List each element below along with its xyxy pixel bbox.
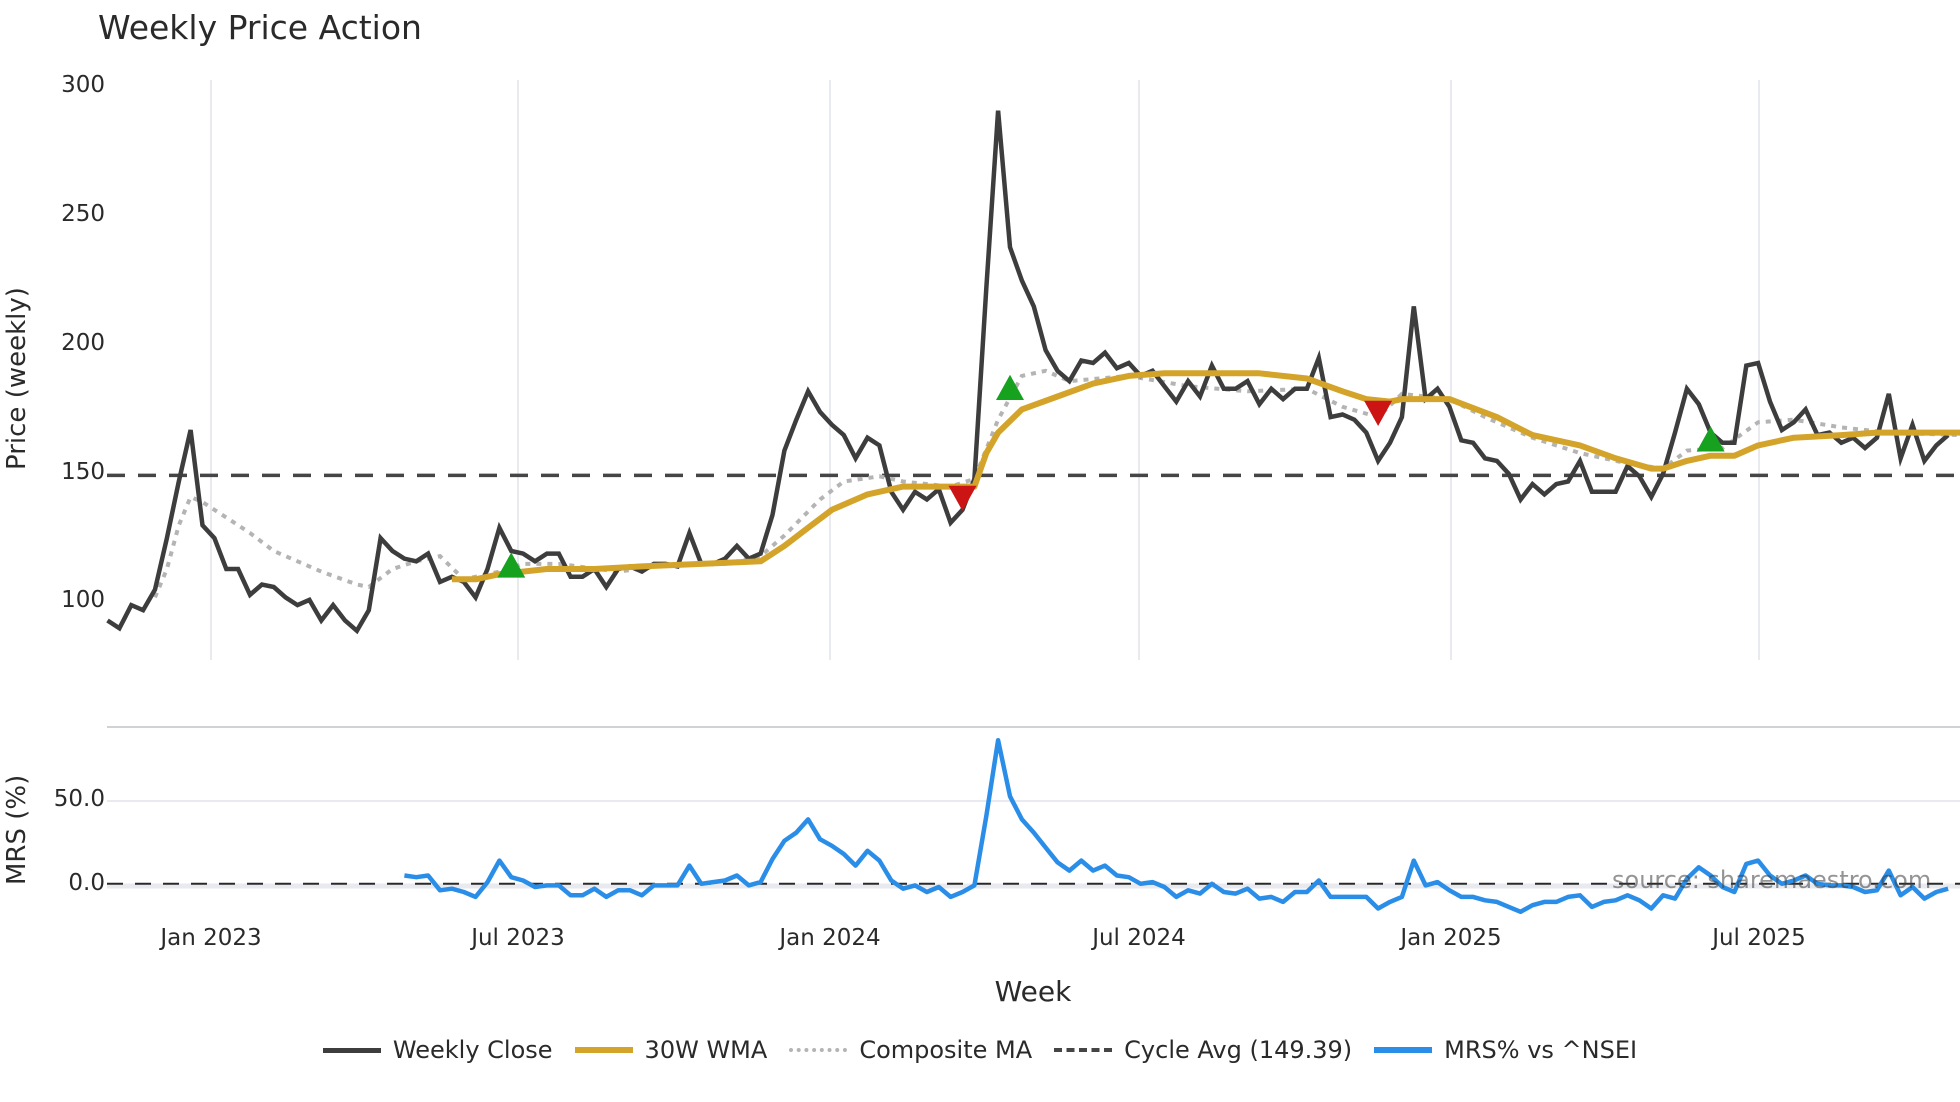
gridlines [210,80,1760,660]
sell-signal-triangle-down-icon [948,485,977,511]
x-tick-jul-2025: Jul 2025 [1712,925,1806,951]
legend-label: Cycle Avg (149.39) [1124,1036,1353,1064]
chart-title: Weekly Price Action [98,8,422,47]
signal-markers [497,374,1725,578]
x-tick-jul-2024: Jul 2024 [1092,925,1186,951]
series-layer [106,110,1960,915]
sell-signal-triangle-down-icon [1364,400,1393,426]
legend-label: 30W WMA [644,1036,768,1064]
mrs-tick-50: 50.0 [53,786,105,812]
x-tick-jan-2024: Jan 2024 [779,925,881,951]
legend-label: MRS% vs ^NSEI [1444,1036,1638,1064]
legend-item-30w-wma[interactable]: 30W WMA [574,1036,768,1064]
buy-signal-triangle-up-icon [996,374,1024,400]
source-watermark: source: sharemaestro.com [1612,866,1932,894]
dotted-line-icon [789,1048,848,1052]
weekly-close-line [106,110,1950,635]
y-tick-100: 100 [61,587,105,613]
y-tick-300: 300 [61,72,105,98]
buy-signal-triangle-up-icon [1696,426,1725,452]
legend-item-cycle-avg[interactable]: Cycle Avg (149.39) [1054,1036,1352,1064]
x-tick-jul-2023: Jul 2023 [471,925,565,951]
mrs-line [404,737,1949,915]
x-tick-jan-2025: Jan 2025 [1400,925,1502,951]
mrs-tick-0: 0.0 [68,870,105,896]
y-tick-250: 250 [61,201,105,227]
legend-item-composite-ma[interactable]: Composite MA [789,1036,1032,1064]
solid-line-icon [574,1047,633,1053]
solid-line-icon [322,1047,381,1053]
x-tick-jan-2023: Jan 2023 [160,925,262,951]
buy-signal-triangle-up-icon [497,552,526,578]
dashed-line-icon [1054,1048,1113,1052]
y-tick-200: 200 [61,330,105,356]
mrs-axis-label: MRS (%) [2,774,32,885]
solid-line-icon [1374,1047,1433,1053]
wma-line [451,370,1960,583]
legend-item-weekly-close[interactable]: Weekly Close [322,1036,553,1064]
legend-label: Weekly Close [392,1036,553,1064]
composite-ma-line [153,368,1960,599]
legend-label: Composite MA [859,1036,1033,1064]
legend: Weekly Close 30W WMA Composite MA Cycle … [0,1036,1960,1064]
legend-item-mrs[interactable]: MRS% vs ^NSEI [1374,1036,1637,1064]
x-axis-label: Week [994,975,1072,1008]
y-tick-150: 150 [61,459,105,485]
price-axis-label: Price (weekly) [2,287,32,470]
